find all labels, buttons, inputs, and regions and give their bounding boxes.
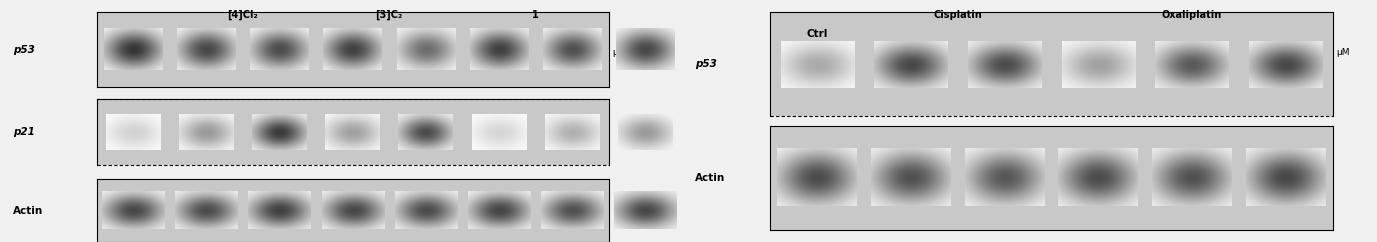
Bar — [96, 99, 609, 165]
Text: 1: 1 — [533, 10, 538, 20]
Bar — [770, 12, 1333, 116]
Text: p53: p53 — [695, 59, 717, 69]
Text: Actin: Actin — [14, 205, 44, 216]
Text: p21: p21 — [14, 127, 36, 137]
Text: Oxaliplatin: Oxaliplatin — [1162, 10, 1223, 20]
Text: 50: 50 — [998, 48, 1011, 57]
Bar — [96, 179, 609, 242]
Text: μM: μM — [1336, 48, 1349, 57]
Text: 2.5: 2.5 — [565, 48, 580, 57]
Text: p53: p53 — [14, 45, 36, 55]
Text: 0.5: 0.5 — [346, 48, 359, 57]
Bar — [770, 126, 1333, 230]
Text: [3]C₂: [3]C₂ — [376, 10, 403, 20]
Text: 250: 250 — [1278, 48, 1294, 57]
Text: Cisplatin: Cisplatin — [934, 10, 982, 20]
Text: Ctrl: Ctrl — [807, 29, 828, 39]
Text: 2.5: 2.5 — [273, 48, 286, 57]
Text: 0.5: 0.5 — [492, 48, 507, 57]
Text: Ctrl: Ctrl — [123, 29, 143, 39]
Text: 0.5: 0.5 — [200, 48, 213, 57]
Text: Actin: Actin — [695, 173, 726, 183]
Bar — [96, 12, 609, 87]
Text: 25: 25 — [905, 48, 917, 57]
Text: μM: μM — [611, 48, 625, 57]
Text: 4.5: 4.5 — [1091, 48, 1106, 57]
Text: 100: 100 — [1183, 48, 1201, 57]
Text: [4]Cl₂: [4]Cl₂ — [227, 10, 259, 20]
Text: 2.5: 2.5 — [419, 48, 432, 57]
